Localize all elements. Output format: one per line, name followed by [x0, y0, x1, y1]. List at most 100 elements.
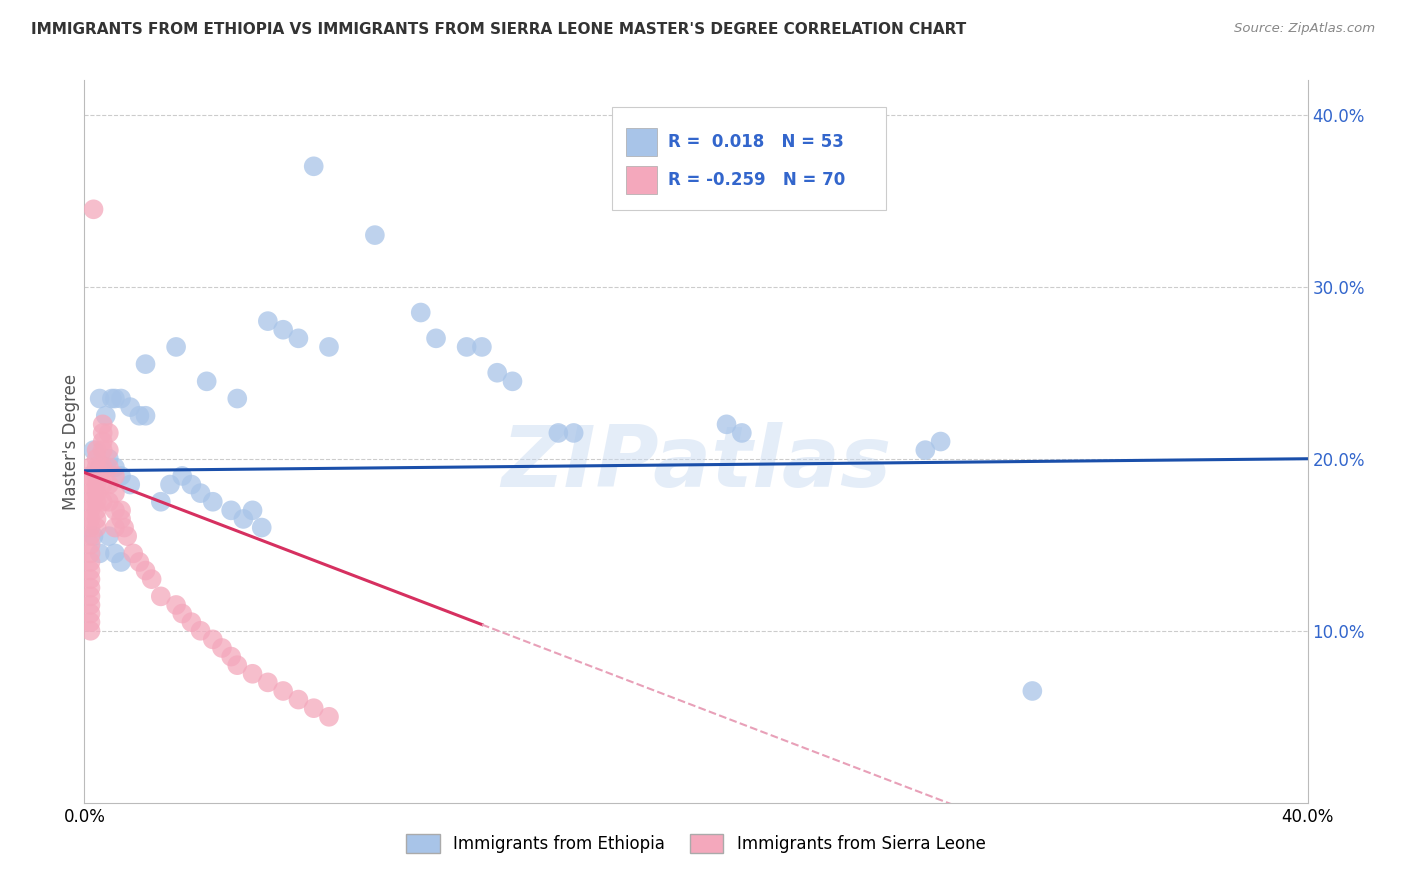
Point — [97, 425, 120, 440]
Point — [122, 546, 145, 560]
Point — [79, 564, 101, 578]
Point — [242, 503, 264, 517]
Point — [79, 572, 101, 586]
Point — [110, 512, 132, 526]
Point — [929, 434, 952, 449]
Point — [97, 529, 120, 543]
Point — [79, 486, 101, 500]
Point — [104, 469, 127, 483]
Point — [86, 520, 108, 534]
Point — [104, 520, 127, 534]
Point — [86, 486, 108, 500]
Point — [456, 340, 478, 354]
Point — [104, 486, 127, 500]
Point — [79, 590, 101, 604]
Point — [94, 409, 117, 423]
Point — [86, 460, 108, 475]
Point — [79, 538, 101, 552]
Point — [79, 546, 101, 560]
Point — [219, 649, 242, 664]
Point — [271, 323, 294, 337]
Point — [120, 477, 142, 491]
Point — [86, 503, 108, 517]
Point — [716, 417, 738, 432]
Point — [83, 443, 105, 458]
Point — [86, 512, 108, 526]
Point — [89, 546, 111, 560]
Point — [172, 607, 194, 621]
Point — [79, 624, 101, 638]
Point — [471, 340, 494, 354]
Point — [86, 443, 108, 458]
Point — [97, 494, 120, 508]
Point — [271, 684, 294, 698]
Point — [91, 425, 114, 440]
Point — [226, 658, 249, 673]
Point — [91, 494, 114, 508]
Point — [79, 615, 101, 630]
Point — [141, 572, 163, 586]
Point — [97, 460, 120, 475]
Point — [79, 512, 101, 526]
Text: Source: ZipAtlas.com: Source: ZipAtlas.com — [1234, 22, 1375, 36]
Point — [257, 314, 280, 328]
Point — [128, 555, 150, 569]
Point — [172, 469, 194, 483]
Point — [201, 632, 224, 647]
Point — [79, 598, 101, 612]
Point — [219, 503, 242, 517]
Point — [165, 340, 187, 354]
Point — [110, 555, 132, 569]
Point — [180, 477, 202, 491]
Point — [318, 340, 340, 354]
Point — [242, 666, 264, 681]
Point — [257, 675, 280, 690]
Point — [135, 409, 157, 423]
Y-axis label: Master's Degree: Master's Degree — [62, 374, 80, 509]
Point — [94, 460, 117, 475]
Point — [562, 425, 585, 440]
Point — [135, 564, 157, 578]
Text: R = -0.259   N = 70: R = -0.259 N = 70 — [668, 171, 845, 189]
Point — [287, 692, 309, 706]
Point — [180, 615, 202, 630]
Point — [318, 710, 340, 724]
Point — [409, 305, 432, 319]
Point — [112, 520, 135, 534]
Text: IMMIGRANTS FROM ETHIOPIA VS IMMIGRANTS FROM SIERRA LEONE MASTER'S DEGREE CORRELA: IMMIGRANTS FROM ETHIOPIA VS IMMIGRANTS F… — [31, 22, 966, 37]
Text: R =  0.018   N = 53: R = 0.018 N = 53 — [668, 133, 844, 151]
Point — [97, 451, 120, 466]
Point — [547, 425, 569, 440]
Point — [165, 598, 187, 612]
Point — [1021, 684, 1043, 698]
Point — [91, 477, 114, 491]
Point — [149, 590, 172, 604]
Point — [302, 701, 325, 715]
Point — [86, 451, 108, 466]
Point — [79, 581, 101, 595]
Point — [201, 494, 224, 508]
Point — [211, 640, 233, 655]
Point — [128, 409, 150, 423]
Point — [110, 469, 132, 483]
Point — [89, 392, 111, 406]
Point — [91, 417, 114, 432]
Point — [425, 331, 447, 345]
Point — [104, 546, 127, 560]
Point — [101, 392, 124, 406]
Point — [91, 443, 114, 458]
Point — [190, 486, 212, 500]
Point — [104, 503, 127, 517]
Point — [97, 477, 120, 491]
Point — [135, 357, 157, 371]
Point — [104, 392, 127, 406]
Point — [79, 494, 101, 508]
Point — [91, 460, 114, 475]
Point — [83, 202, 105, 217]
Point — [159, 477, 181, 491]
Point — [97, 443, 120, 458]
Point — [287, 331, 309, 345]
Point — [226, 392, 249, 406]
Point — [731, 425, 754, 440]
Point — [110, 392, 132, 406]
